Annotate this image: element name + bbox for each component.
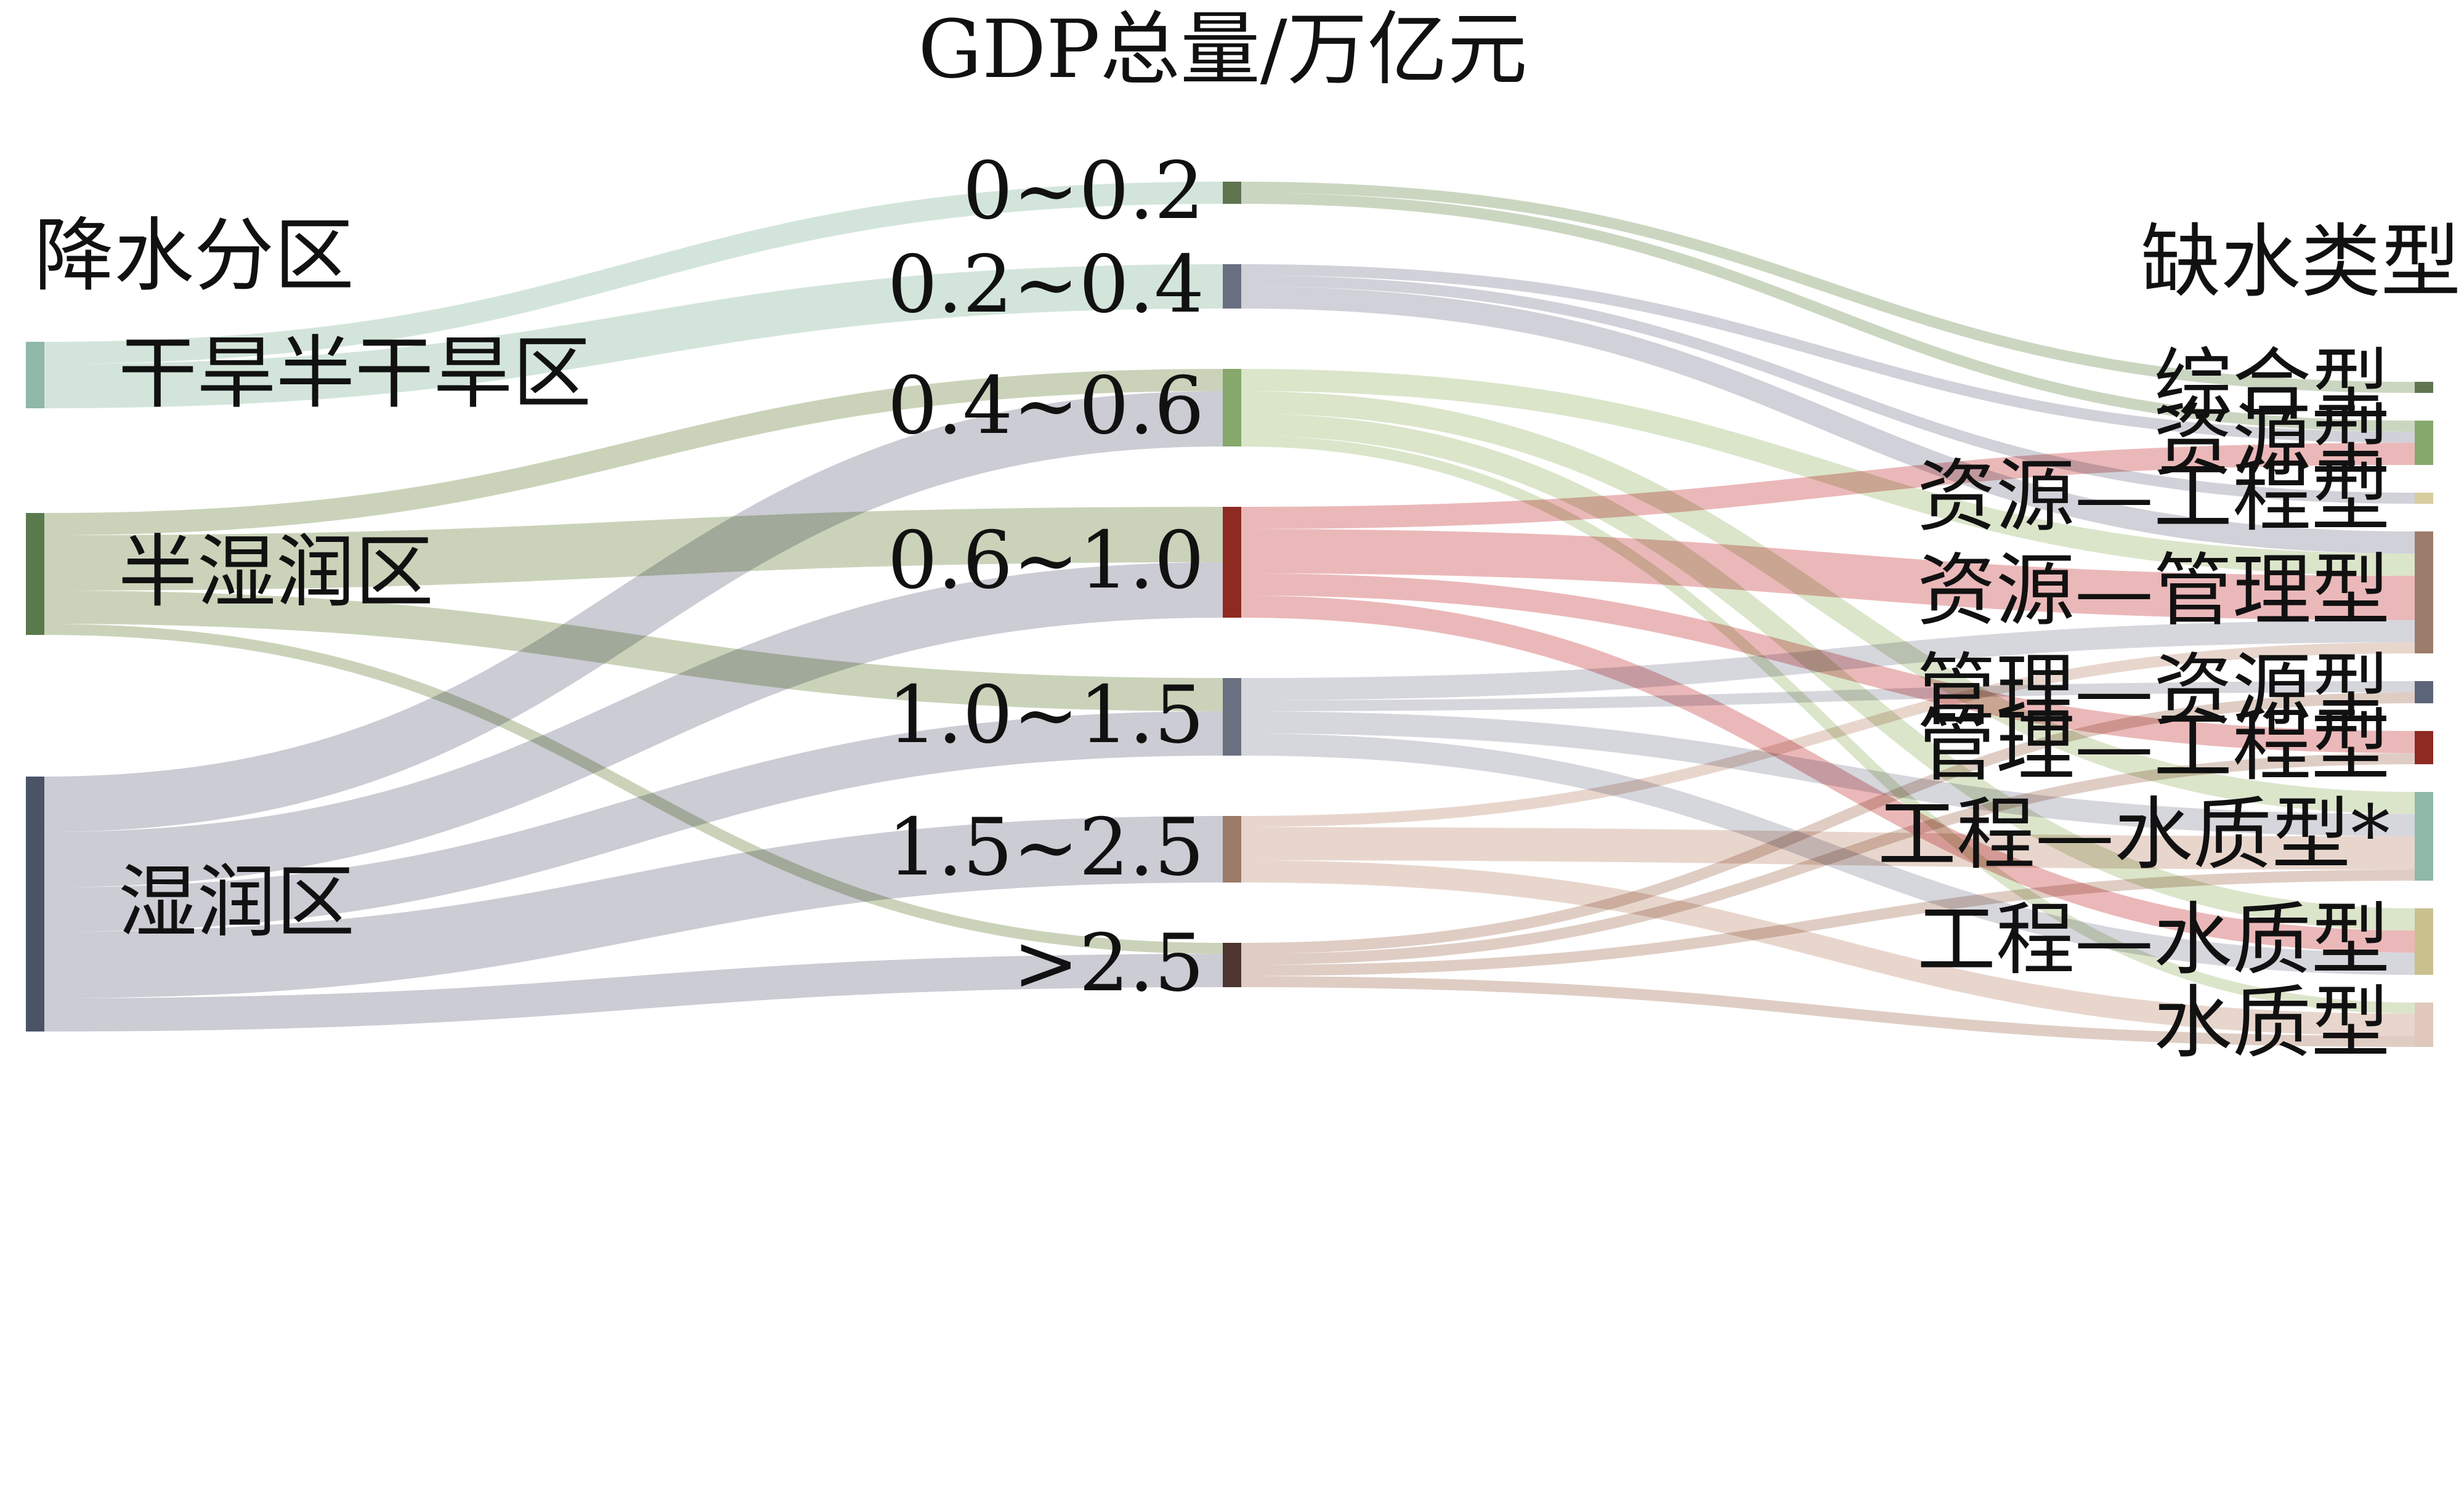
flow-band-right [1241,182,2415,393]
flow-band-right [1241,264,2415,443]
precip-column-title: 降水分区 [34,209,354,302]
type-label-t5: 管理—资源型 [1917,645,2390,737]
flow-band-right [1241,286,2415,554]
type-node-t8 [2415,908,2433,975]
gdp-node-g2 [1223,264,1241,309]
precip-node-arid [26,342,44,408]
type-label-t4: 资源—管理型 [1917,545,2390,637]
type-node-t4 [2415,531,2433,653]
flows-gdp-to-type [1241,182,2415,1047]
flow-band-right [1241,860,2415,1036]
flow-band-right [1241,369,2415,576]
type-node-t7 [2415,792,2433,881]
flow-band-left [44,369,1223,535]
flow-band-right [1241,711,2415,836]
flow-band-right [1241,642,2415,827]
flow-band-left [44,182,1223,364]
gdp-label-g4: 0.6~1.0 [888,515,1204,607]
flow-band-right [1241,681,2415,711]
gdp-label-g1: 0~0.2 [963,145,1204,237]
flow-band-right [1241,692,2415,954]
type-label-t1: 综合型 [2154,340,2390,432]
type-label-t7: 工程—水质型* [1878,789,2390,881]
precip-label-arid: 干旱半干旱区 [118,328,591,419]
flow-band-right [1241,443,2415,529]
labels: GDP总量/万亿元 降水分区 缺水类型 干旱半干旱区半湿润区湿润区0~0.20.… [34,2,2461,1069]
flow-band-right [1241,976,2415,1047]
flow-band-right [1241,391,2415,814]
type-label-t9: 水质型 [2154,977,2390,1069]
flow-band-right [1241,620,2415,700]
gdp-label-g2: 0.2~0.4 [888,239,1204,331]
flow-band-left [44,954,1223,1032]
flow-band-right [1241,275,2415,504]
type-label-t8: 工程—水质型 [1917,894,2390,986]
type-node-t1 [2415,382,2433,393]
type-label-t3: 资源—工程型 [1917,451,2390,543]
gdp-label-g3: 0.4~0.6 [888,360,1204,452]
flow-band-left [44,711,1223,932]
gdp-label-g5: 1.0~1.5 [888,669,1204,761]
flow-band-right [1241,529,2415,620]
flow-band-left [44,816,1223,998]
flow-band-right [1241,827,2415,870]
flow-band-right [1241,753,2415,965]
flow-band-left [44,562,1223,887]
gdp-node-g5 [1223,678,1241,756]
flow-band-left [44,591,1223,711]
flow-band-left [44,624,1223,954]
gdp-node-g3 [1223,369,1241,446]
flow-band-right [1241,193,2415,432]
nodes [26,182,2433,1047]
precip-label-humid: 湿润区 [118,857,355,948]
gdp-label-g7: >2.5 [1013,918,1204,1009]
shortage-column-title: 缺水类型 [2141,215,2461,309]
gdp-node-g6 [1223,816,1241,882]
flow-band-right [1241,870,2415,976]
type-label-t2: 资源型 [2154,395,2390,487]
flows-precip-to-gdp [44,182,1223,1032]
type-node-t9 [2415,1003,2433,1047]
gdp-column-title: GDP总量/万亿元 [918,2,1527,96]
gdp-node-g1 [1223,182,1241,204]
precip-node-subhumid [26,513,44,635]
flow-band-left [44,264,1223,408]
precip-label-subhumid: 半湿润区 [118,527,434,618]
gdp-label-g6: 1.5~2.5 [888,802,1204,894]
type-label-t6: 管理—工程型 [1917,700,2390,792]
flow-band-left [44,507,1223,591]
gdp-node-g7 [1223,943,1241,987]
flow-band-left [44,391,1223,832]
precip-node-humid [26,777,44,1032]
type-node-t5 [2415,681,2433,703]
gdp-node-g4 [1223,507,1241,618]
type-node-t3 [2415,493,2433,504]
flow-band-right [1241,435,2415,1014]
type-node-t6 [2415,731,2433,764]
type-node-t2 [2415,421,2433,465]
